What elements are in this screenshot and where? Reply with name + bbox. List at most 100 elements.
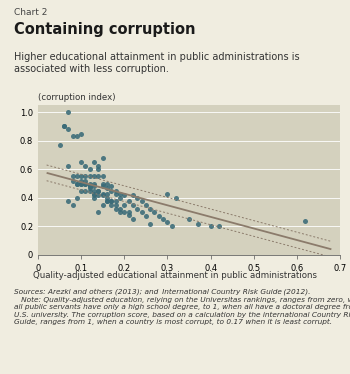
- Point: [104, 195, 110, 201]
- Point: [100, 191, 105, 197]
- Point: [78, 181, 84, 187]
- Point: [91, 192, 97, 198]
- Point: [91, 174, 97, 180]
- Point: [100, 174, 105, 180]
- Point: [87, 183, 92, 189]
- Point: [117, 209, 123, 215]
- Point: [96, 209, 101, 215]
- Point: [87, 181, 92, 187]
- Point: [117, 191, 123, 197]
- Point: [65, 126, 71, 132]
- Point: [147, 206, 153, 212]
- Point: [83, 181, 88, 187]
- Text: Chart 2: Chart 2: [14, 8, 47, 17]
- Point: [87, 166, 92, 172]
- Point: [100, 192, 105, 198]
- Point: [65, 163, 71, 169]
- Point: [152, 209, 157, 215]
- Point: [74, 195, 80, 201]
- Point: [164, 191, 170, 197]
- Point: [96, 188, 101, 194]
- Point: [91, 159, 97, 165]
- Point: [78, 178, 84, 184]
- Point: [96, 174, 101, 180]
- Point: [113, 191, 118, 197]
- Point: [100, 155, 105, 161]
- Point: [104, 185, 110, 191]
- Point: [121, 192, 127, 198]
- Point: [130, 216, 136, 222]
- Point: [74, 174, 80, 180]
- Point: [113, 202, 118, 208]
- Point: [216, 223, 222, 229]
- Point: [160, 216, 166, 222]
- Point: [87, 185, 92, 191]
- Point: [87, 174, 92, 180]
- Point: [87, 188, 92, 194]
- Point: [134, 195, 140, 201]
- Point: [91, 181, 97, 187]
- Point: [134, 206, 140, 212]
- Point: [91, 191, 97, 197]
- Point: [143, 214, 149, 220]
- Point: [78, 174, 84, 180]
- Text: (corruption index): (corruption index): [38, 93, 116, 102]
- Point: [83, 181, 88, 187]
- Point: [70, 202, 75, 208]
- Text: Quality-adjusted educational attainment in public administrations: Quality-adjusted educational attainment …: [33, 271, 317, 280]
- Point: [96, 188, 101, 194]
- Point: [186, 216, 192, 222]
- Point: [83, 174, 88, 180]
- Point: [130, 192, 136, 198]
- Point: [100, 183, 105, 189]
- Point: [126, 198, 131, 204]
- Point: [121, 209, 127, 215]
- Point: [70, 174, 75, 180]
- Point: [91, 195, 97, 201]
- Point: [91, 188, 97, 194]
- Point: [164, 219, 170, 225]
- Point: [126, 212, 131, 218]
- Point: [195, 221, 201, 227]
- Point: [78, 159, 84, 165]
- Point: [83, 188, 88, 194]
- Point: [108, 198, 114, 204]
- Point: [70, 178, 75, 184]
- Text: Higher educational attainment in public administrations is
associated with less : Higher educational attainment in public …: [14, 52, 300, 74]
- Point: [100, 202, 105, 208]
- Point: [113, 188, 118, 194]
- Point: [74, 134, 80, 140]
- Point: [57, 142, 62, 148]
- Point: [303, 218, 308, 224]
- Point: [96, 166, 101, 172]
- Point: [143, 202, 149, 208]
- Point: [130, 202, 136, 208]
- Point: [121, 202, 127, 208]
- Point: [117, 206, 123, 212]
- Point: [139, 209, 144, 215]
- Point: [104, 181, 110, 187]
- Point: [91, 183, 97, 189]
- Point: [96, 192, 101, 198]
- Point: [65, 198, 71, 204]
- Point: [104, 198, 110, 204]
- Point: [74, 181, 80, 187]
- Point: [126, 209, 131, 215]
- Point: [104, 198, 110, 204]
- Point: [83, 178, 88, 184]
- Point: [173, 195, 179, 201]
- Point: [78, 181, 84, 187]
- Point: [113, 198, 118, 204]
- Point: [147, 221, 153, 227]
- Point: [156, 214, 162, 220]
- Point: [78, 131, 84, 137]
- Point: [74, 181, 80, 187]
- Point: [139, 198, 144, 204]
- Point: [96, 163, 101, 169]
- Point: [108, 198, 114, 204]
- Point: [108, 202, 114, 208]
- Point: [100, 181, 105, 187]
- Point: [113, 206, 118, 212]
- Point: [108, 183, 114, 189]
- Text: Containing corruption: Containing corruption: [14, 22, 196, 37]
